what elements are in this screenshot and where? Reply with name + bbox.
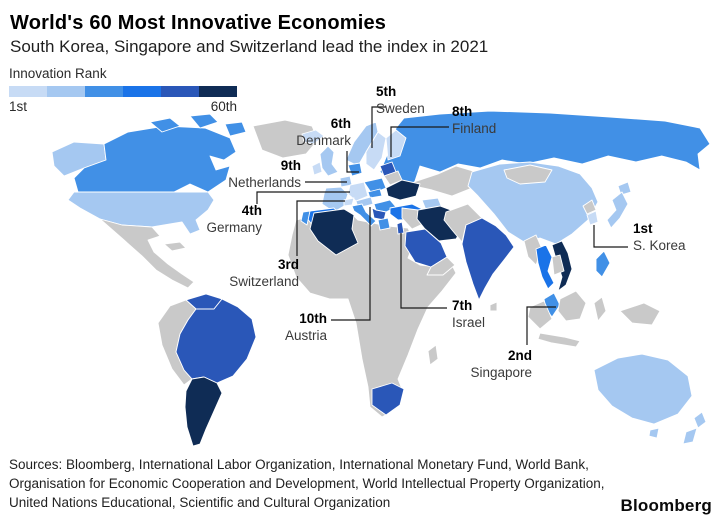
country-philippines [595,250,611,278]
legend-color-ramp [9,86,237,97]
legend-swatch [85,86,123,97]
country-sri-lanka [489,301,498,312]
legend-title: Innovation Rank [9,66,107,81]
annotation-netherlands: 9th Netherlands [228,158,301,190]
country-brazil [175,298,257,384]
country-java [537,332,581,348]
country-north-korea [582,199,597,215]
country-greece [377,217,391,231]
country-iceland [301,129,325,145]
country-thailand [535,244,555,290]
country-ukraine [385,179,421,201]
annotation-austria: 10th Austria [284,311,327,343]
sources-line-3: United Nations Educational, Scientific a… [9,495,391,510]
legend-swatch [161,86,199,97]
country-australia [593,353,693,425]
legend-swatch [47,86,85,97]
country-kazakhstan [413,165,477,197]
annotation-s-korea: 1st S. Korea [633,221,686,253]
legend-swatch [199,86,237,97]
country-sulawesi [593,296,607,322]
country-india [461,217,515,301]
legend-swatch [123,86,161,97]
country-new-guinea [619,302,661,326]
country-japan [606,191,629,229]
country-new-zealand-south [682,427,698,445]
country-usa [67,191,215,235]
page-title: World's 60 Most Innovative Economies [10,12,387,34]
country-south-korea [586,210,599,226]
country-russia [379,110,711,185]
country-france [321,186,349,213]
country-madagascar [427,344,439,366]
country-greenland [252,119,319,159]
page-subtitle: South Korea, Singapore and Switzerland l… [10,37,489,56]
country-china [467,161,599,245]
legend-end-labels: 1st 60th [9,99,237,114]
annotation-singapore: 2nd Singapore [470,348,532,380]
country-borneo [557,290,587,322]
annotation-denmark: 6th Denmark [296,116,351,148]
country-mexico [99,218,195,289]
country-cambodia [551,254,565,276]
country-argentina-chile [184,376,223,447]
country-ireland [311,161,323,176]
annotation-finland: 8th Finland [452,104,497,136]
country-czech-hungary [367,188,383,199]
sources-line-2: Organisation for Economic Cooperation an… [9,476,605,491]
annotation-israel: 7th Israel [452,298,486,330]
annotation-germany: 4th Germany [206,203,262,235]
legend-min-label: 1st [9,99,28,114]
country-uk [319,145,339,177]
country-tasmania [648,427,660,439]
annotation-sweden: 5th Sweden [376,84,425,116]
country-japan-hokkaido [617,181,632,196]
legend-swatch [9,86,47,97]
world-map [51,110,711,447]
bloomberg-logo: Bloomberg [620,496,712,515]
country-denmark [347,162,363,177]
country-mongolia [503,164,553,185]
country-israel [396,221,405,235]
country-balkans [371,207,387,221]
annotation-switzerland: 3rd Switzerland [229,257,299,289]
sources-note: Sources: Bloomberg, International Labor … [9,455,605,512]
country-new-zealand-north [693,411,707,429]
country-cuba [163,241,187,252]
country-canada-islands [149,113,247,137]
sources-line-1: Sources: Bloomberg, International Labor … [9,457,589,472]
legend-max-label: 60th [210,99,237,114]
country-south-africa [371,382,405,416]
